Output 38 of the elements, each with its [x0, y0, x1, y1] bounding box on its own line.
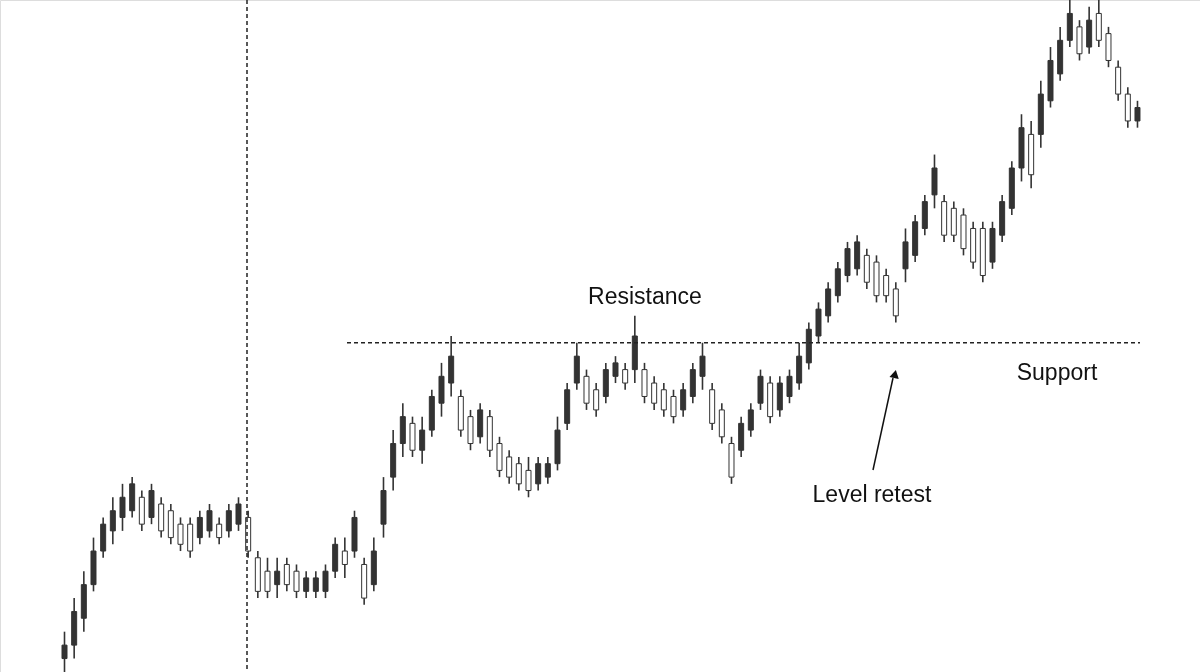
candlestick: [515, 456, 522, 492]
candlestick: [196, 509, 203, 546]
candlestick: [525, 456, 532, 499]
candlestick: [216, 516, 223, 546]
candlestick: [283, 556, 290, 593]
annotation: Resistance: [588, 283, 702, 309]
candlestick: [670, 388, 677, 425]
candlestick: [61, 630, 68, 672]
candlestick: [680, 382, 687, 418]
candlestick: [1134, 100, 1141, 129]
candlestick: [612, 355, 619, 384]
candlestick: [699, 341, 706, 391]
candlestick: [506, 449, 513, 485]
candlestick: [883, 268, 890, 304]
candlestick: [293, 563, 300, 599]
annotation: Level retest: [812, 481, 933, 507]
candlestick: [235, 496, 242, 532]
candlestick: [544, 456, 551, 485]
candlestick: [747, 402, 754, 438]
annotation: Support: [1016, 359, 1098, 385]
candlestick: [322, 563, 329, 599]
candlestick: [341, 536, 348, 579]
candlestick: [535, 456, 542, 492]
candlestick: [786, 368, 793, 404]
candlestick: [177, 516, 184, 552]
candlestick: [593, 382, 600, 418]
candlestick: [109, 496, 116, 546]
candlestick: [206, 503, 213, 539]
candlestick: [225, 503, 232, 539]
candlestick: [419, 415, 426, 465]
candlestick: [651, 375, 658, 411]
candlestick: [660, 382, 667, 418]
candlestick: [312, 570, 319, 599]
candlestick: [303, 570, 310, 599]
candlestick: [119, 483, 126, 532]
candlestick: [274, 556, 281, 599]
candlestick: [622, 362, 629, 391]
candlestick: [264, 556, 271, 599]
